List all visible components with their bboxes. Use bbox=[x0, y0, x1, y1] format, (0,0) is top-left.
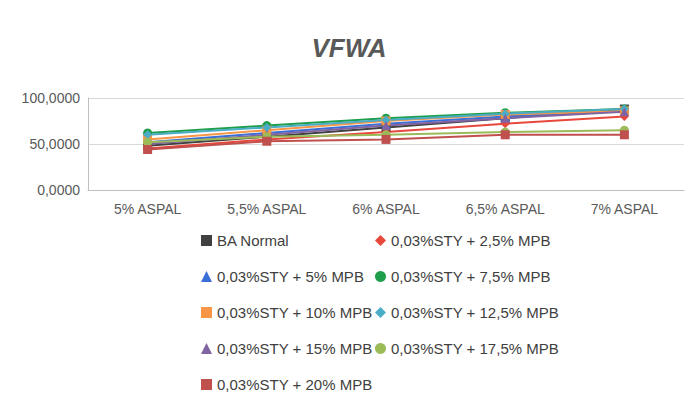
svg-text:0,03%STY + 10% MPB: 0,03%STY + 10% MPB bbox=[217, 304, 372, 321]
svg-text:0,03%STY + 5% MPB: 0,03%STY + 5% MPB bbox=[217, 268, 364, 285]
svg-text:0,03%STY + 7,5% MPB: 0,03%STY + 7,5% MPB bbox=[391, 268, 550, 285]
svg-text:6,5% ASPAL: 6,5% ASPAL bbox=[466, 201, 545, 217]
svg-text:BA Normal: BA Normal bbox=[217, 232, 289, 249]
svg-text:0,03%STY + 17,5% MPB: 0,03%STY + 17,5% MPB bbox=[391, 340, 559, 357]
svg-text:0,03%STY + 2,5% MPB: 0,03%STY + 2,5% MPB bbox=[391, 232, 550, 249]
svg-text:0,03%STY + 15% MPB: 0,03%STY + 15% MPB bbox=[217, 340, 372, 357]
svg-text:6% ASPAL: 6% ASPAL bbox=[352, 201, 420, 217]
svg-text:50,0000: 50,0000 bbox=[29, 136, 80, 152]
svg-text:VFWA: VFWA bbox=[311, 33, 386, 63]
svg-text:5,5% ASPAL: 5,5% ASPAL bbox=[227, 201, 306, 217]
svg-text:0,0000: 0,0000 bbox=[37, 182, 80, 198]
svg-text:100,0000: 100,0000 bbox=[22, 90, 81, 106]
svg-text:0,03%STY + 20% MPB: 0,03%STY + 20% MPB bbox=[217, 376, 372, 393]
svg-text:7% ASPAL: 7% ASPAL bbox=[591, 201, 659, 217]
svg-text:5% ASPAL: 5% ASPAL bbox=[114, 201, 182, 217]
svg-text:0,03%STY + 12,5% MPB: 0,03%STY + 12,5% MPB bbox=[391, 304, 559, 321]
